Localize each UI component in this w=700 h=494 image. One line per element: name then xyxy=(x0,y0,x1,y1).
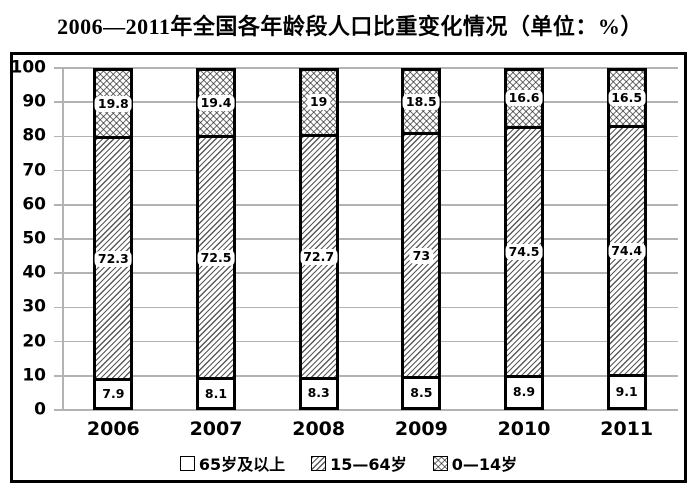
page-title: 2006—2011年全国各年龄段人口比重变化情况（单位：%） xyxy=(57,14,643,39)
value-label: 16.5 xyxy=(608,90,646,107)
bar-segment-plain: 8.3 xyxy=(301,376,336,407)
gridline xyxy=(54,340,678,343)
bar-segment-diagonal: 72.5 xyxy=(197,135,235,378)
gridline xyxy=(54,409,678,411)
bar-segment-plain: 9.1 xyxy=(609,373,644,407)
legend-swatch-crosshatch-icon xyxy=(432,455,448,471)
x-axis-label: 2011 xyxy=(600,418,654,440)
legend-label: 0—14岁 xyxy=(451,455,518,474)
y-axis-tick-label: 70 xyxy=(22,160,46,181)
legend-swatch-plain-icon xyxy=(179,455,195,471)
bar-segment-plain: 8.5 xyxy=(404,375,439,407)
bar-segment-plain: 7.9 xyxy=(96,377,131,407)
y-axis-tick-label: 40 xyxy=(22,262,46,283)
x-axis-labels: 2006 2007 2008 2009 2010 2011 xyxy=(62,418,678,440)
bar-segment-crosshatch: 16.5 xyxy=(608,71,646,126)
legend-item: 65岁及以上 xyxy=(179,451,286,475)
x-axis-label: 2007 xyxy=(189,418,243,440)
y-axis-tick-label: 10 xyxy=(22,365,46,386)
gridline xyxy=(54,375,678,377)
bar-stack-2007: 19.4 72.5 8.1 xyxy=(196,68,236,410)
x-axis-label: 2008 xyxy=(292,418,346,440)
y-axis-tick-label: 80 xyxy=(22,125,46,146)
legend-label: 15—64岁 xyxy=(330,455,407,474)
gridline xyxy=(54,101,678,103)
legend-swatch-diagonal-icon xyxy=(311,455,327,471)
bar-segment-crosshatch: 19.8 xyxy=(94,71,132,137)
legend-label: 65岁及以上 xyxy=(198,455,286,474)
bar-segment-diagonal: 74.5 xyxy=(505,125,543,375)
bar-segment-diagonal: 74.4 xyxy=(608,125,646,374)
bar-stack-2011: 16.5 74.4 9.1 xyxy=(606,68,647,410)
value-label: 74.4 xyxy=(608,243,646,260)
value-label: 19.8 xyxy=(94,95,132,112)
bar-segment-diagonal: 72.7 xyxy=(300,133,338,377)
gridline xyxy=(54,272,678,274)
y-axis-tick-label: 0 xyxy=(34,399,46,420)
value-label: 72.5 xyxy=(197,249,235,266)
value-label: 72.3 xyxy=(94,250,132,267)
value-label: 8.9 xyxy=(509,384,539,401)
value-label: 8.3 xyxy=(304,385,333,402)
legend-item: 15—64岁 xyxy=(311,451,407,475)
bar-stack-2009: 18.5 73 8.5 xyxy=(401,68,442,410)
bar-segment-diagonal: 72.3 xyxy=(94,136,132,378)
gridline xyxy=(54,67,678,69)
y-axis-labels: 100 90 80 70 60 50 40 30 20 10 0 xyxy=(11,59,56,418)
bar-stack-2008: 19 72.7 8.3 xyxy=(298,68,339,410)
value-label: 18.5 xyxy=(402,93,440,110)
value-label: 19 xyxy=(306,94,331,111)
legend: 65岁及以上 15—64岁 0—14岁 xyxy=(13,451,684,475)
y-axis-tick-label: 50 xyxy=(22,228,46,249)
value-label: 8.5 xyxy=(407,384,436,401)
plot-area: 19.8 72.3 7.9 19.4 72.5 8.1 19 72.7 8.3 18.5 73 8.5… xyxy=(54,67,678,411)
y-axis-tick-label: 100 xyxy=(10,57,47,78)
bar-stack-2010: 16.6 74.5 8.9 xyxy=(504,68,544,410)
value-label: 74.5 xyxy=(505,243,543,260)
x-axis-label: 2010 xyxy=(497,418,551,440)
chart-frame: 100 90 80 70 60 50 40 30 20 10 0 19.8 72.3 7.9 19.4 72… xyxy=(10,52,687,483)
bar-segment-plain: 8.1 xyxy=(199,377,233,407)
y-axis-tick-label: 20 xyxy=(22,331,46,352)
value-label: 73 xyxy=(409,247,434,264)
y-axis-tick-label: 30 xyxy=(22,296,46,317)
value-label: 7.9 xyxy=(99,385,128,402)
x-axis-label: 2009 xyxy=(394,418,448,440)
bar-segment-crosshatch: 19.4 xyxy=(197,71,235,136)
bar-segment-diagonal: 73 xyxy=(404,132,439,376)
bar-segment-crosshatch: 16.6 xyxy=(505,71,543,126)
bar-segment-plain: 8.9 xyxy=(507,374,541,407)
legend-item: 0—14岁 xyxy=(432,451,518,475)
y-axis-tick-label: 60 xyxy=(22,194,46,215)
gridline xyxy=(54,306,678,309)
y-axis-tick-label: 90 xyxy=(22,91,46,112)
x-axis-label: 2006 xyxy=(86,418,140,440)
value-label: 16.6 xyxy=(505,90,543,107)
bar-segment-crosshatch: 19 xyxy=(301,71,336,134)
value-label: 19.4 xyxy=(197,95,235,111)
gridline xyxy=(54,204,678,206)
value-label: 72.7 xyxy=(300,248,338,265)
gridline xyxy=(54,135,678,138)
gridline xyxy=(54,238,678,240)
value-label: 8.1 xyxy=(201,385,231,402)
value-label: 9.1 xyxy=(612,383,641,400)
bar-segment-crosshatch: 18.5 xyxy=(402,71,440,133)
bar-stack-2006: 19.8 72.3 7.9 xyxy=(93,68,134,410)
gridline xyxy=(54,169,678,172)
